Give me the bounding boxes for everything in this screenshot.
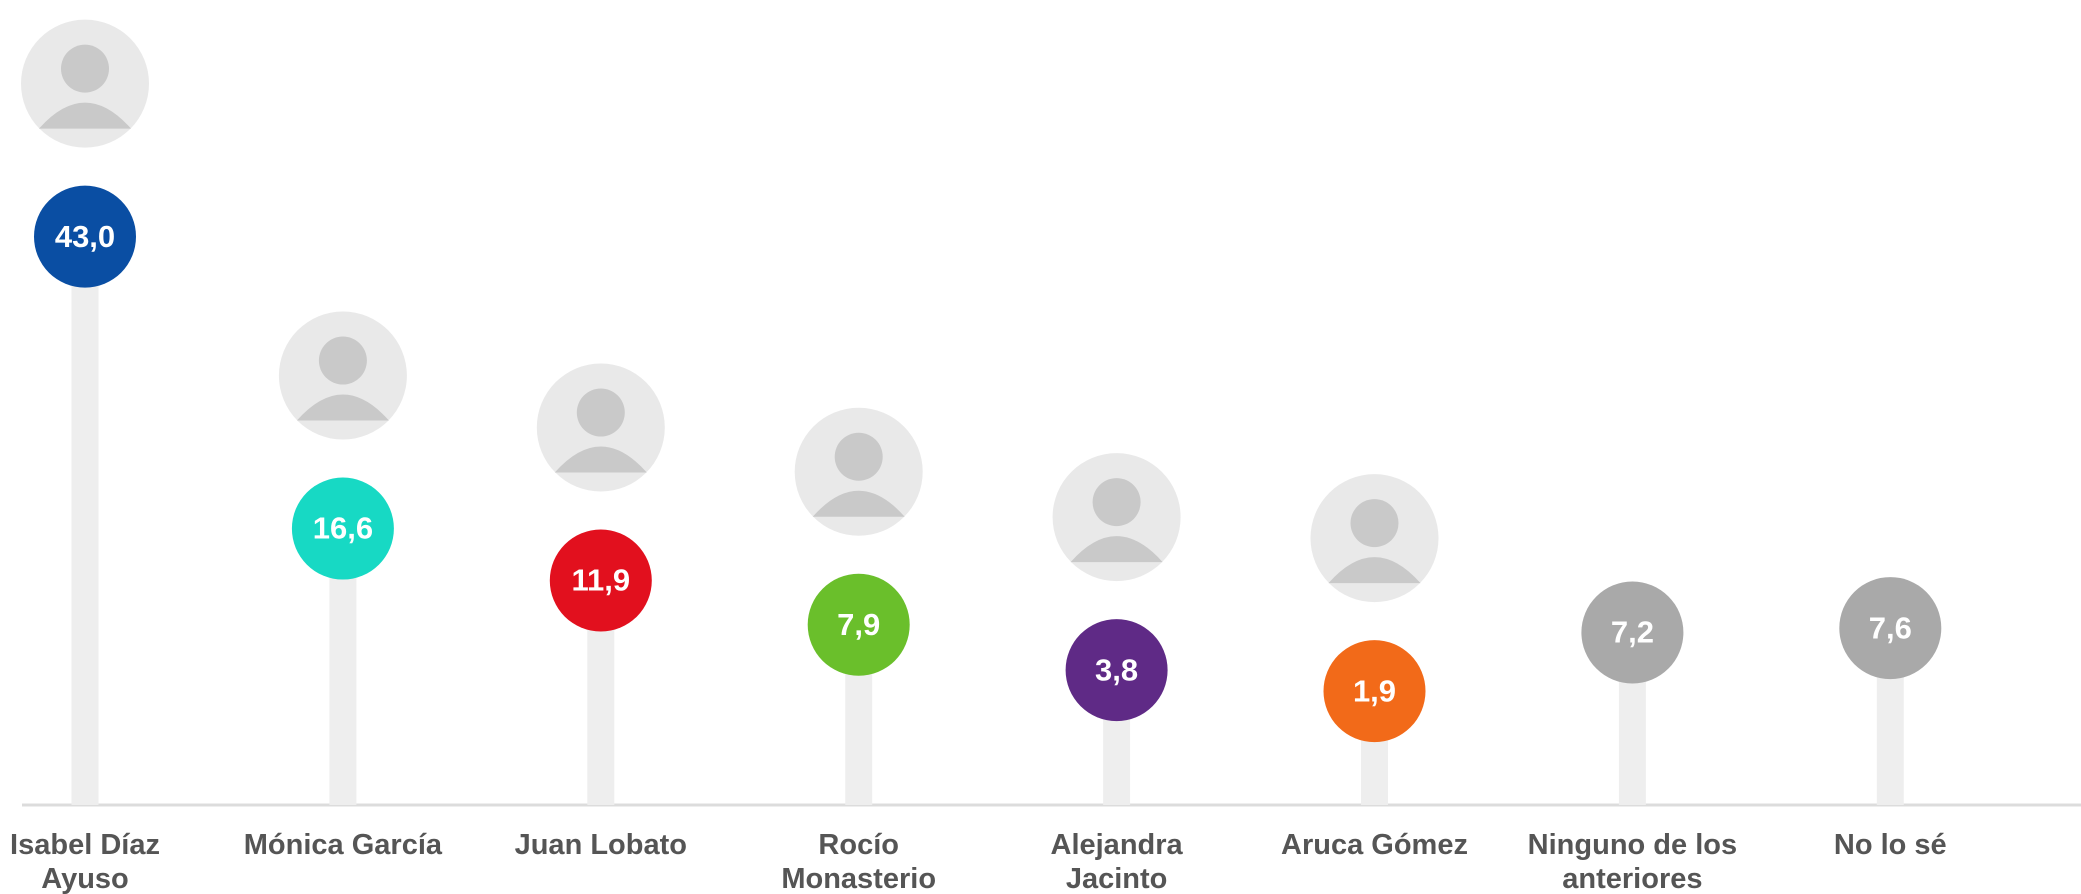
category-label: Juan Lobato (486, 828, 716, 862)
photo-head (61, 45, 109, 93)
photo-head (1351, 499, 1399, 547)
value-label: 43,0 (55, 219, 115, 254)
photo-head (577, 389, 625, 437)
photo-head (319, 337, 367, 385)
value-label: 7,9 (837, 607, 880, 642)
value-label: 11,9 (571, 563, 630, 598)
chart-canvas: 43,0 16,6 11,9 7,9 3,8 1,9 7,2 7,6 (0, 0, 2081, 894)
category-label: No lo sé (1775, 828, 2005, 862)
chart: 43,0 16,6 11,9 7,9 3,8 1,9 7,2 7,6 Isabel Díaz … (0, 0, 2081, 894)
category-label: Aruca Gómez (1260, 828, 1490, 862)
photo-head (1093, 478, 1141, 526)
stem (72, 237, 99, 805)
category-label: Ninguno de los anteriores (1517, 828, 1747, 894)
value-label: 16,6 (313, 511, 373, 546)
category-label: Alejandra Jacinto (1002, 828, 1232, 894)
photo-head (835, 433, 883, 481)
value-label: 3,8 (1095, 652, 1138, 687)
category-label: Isabel Díaz Ayuso (0, 828, 200, 894)
category-label: Mónica García (228, 828, 458, 862)
value-label: 7,2 (1611, 615, 1654, 650)
value-label: 1,9 (1353, 673, 1396, 708)
value-label: 7,6 (1869, 610, 1912, 645)
category-label: Rocío Monasterio (744, 828, 974, 894)
